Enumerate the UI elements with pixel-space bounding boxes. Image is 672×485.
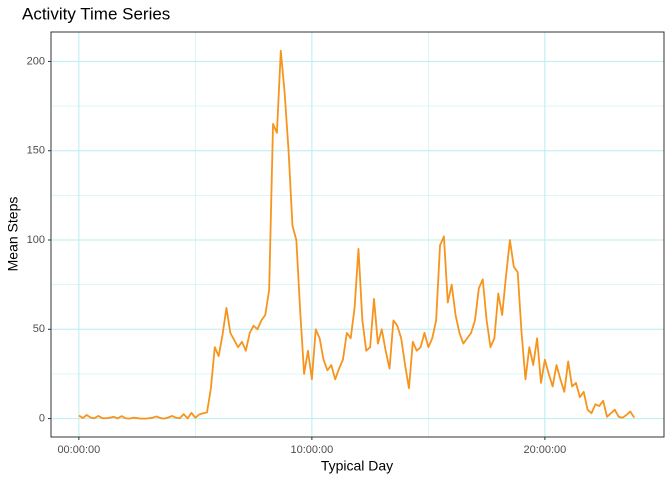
grid [51,32,664,437]
y-tick-label: 0 [39,412,45,424]
plot [78,49,635,420]
y-tick-label: 150 [27,145,45,157]
x-axis-title: Typical Day [321,458,393,474]
panel-border [50,31,665,438]
y-tick-label: 100 [27,234,45,246]
y-tick-label: 200 [27,55,45,67]
chart-title: Activity Time Series [22,4,170,23]
series-line [78,49,635,420]
x-tick-label: 20:00:00 [523,444,566,456]
x-tick-label: 00:00:00 [57,444,100,456]
y-axis-title: Mean Steps [5,197,21,272]
y-tick-label: 50 [33,323,45,335]
x-tick-label: 10:00:00 [290,444,333,456]
